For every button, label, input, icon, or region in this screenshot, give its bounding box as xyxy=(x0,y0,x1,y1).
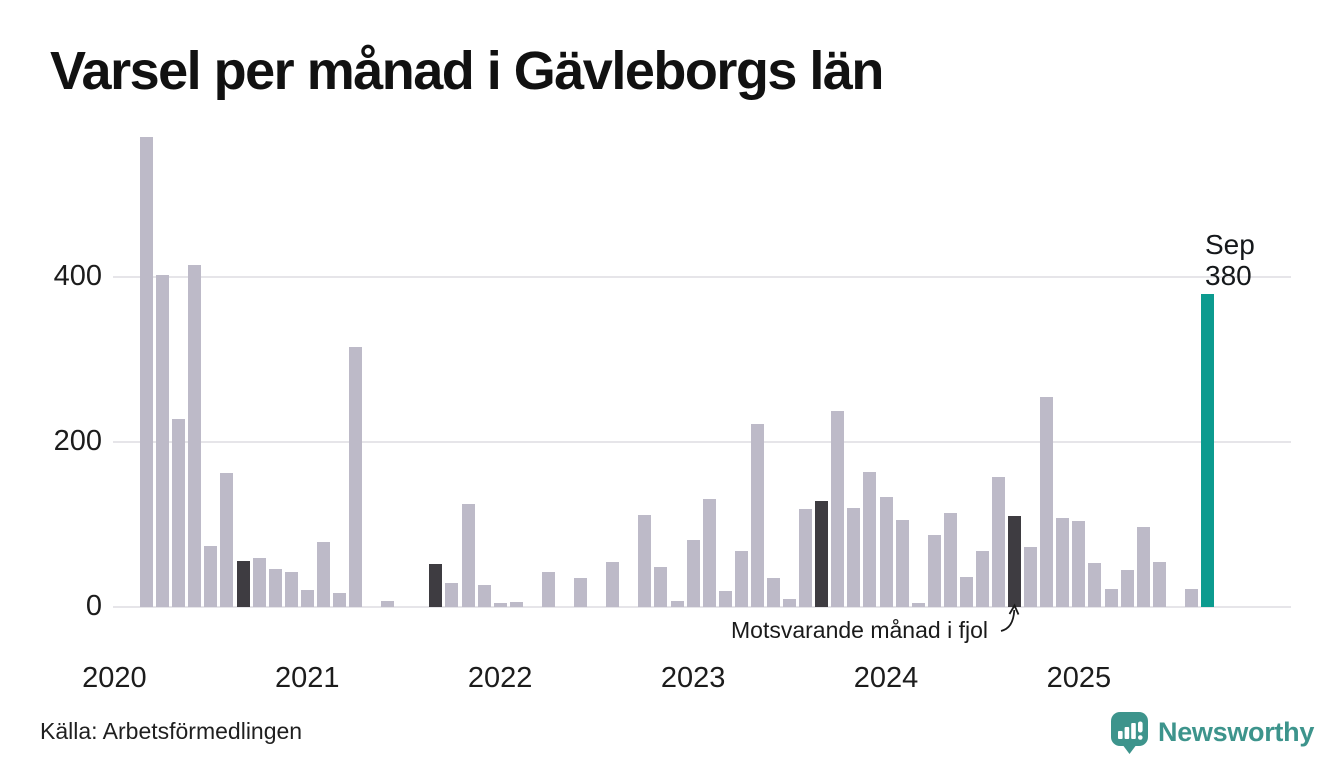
bar-2024-12 xyxy=(1056,517,1070,607)
bar-2025-09 xyxy=(1201,293,1214,607)
bar-2022-02 xyxy=(509,602,523,607)
bar-2023-04 xyxy=(734,550,748,607)
bar-2024-06 xyxy=(959,577,973,607)
bar-2020-04 xyxy=(156,274,170,607)
bar-2024-08 xyxy=(992,477,1006,607)
y-axis-tick-label: 0 xyxy=(85,590,102,622)
bar-2021-01 xyxy=(300,589,314,607)
bar-2024-10 xyxy=(1024,546,1038,607)
bar-2022-01 xyxy=(493,602,507,607)
bar-2022-12 xyxy=(670,601,684,607)
bar-2024-09 xyxy=(1008,516,1022,607)
gridline-y200 xyxy=(113,441,1291,443)
bar-2020-07 xyxy=(204,545,218,607)
bar-2024-03 xyxy=(911,602,925,607)
bar-2024-05 xyxy=(943,512,957,607)
bar-2023-12 xyxy=(863,471,877,607)
y-axis-tick-label: 400 xyxy=(53,260,102,292)
bar-2021-03 xyxy=(332,592,346,607)
bar-2023-01 xyxy=(686,540,700,607)
bar-2023-10 xyxy=(831,411,845,607)
newsworthy-logo-text: Newsworthy xyxy=(1158,717,1315,747)
bar-2022-10 xyxy=(638,514,652,607)
bar-2020-06 xyxy=(188,265,202,607)
bar-2024-01 xyxy=(879,497,893,607)
bar-2020-09 xyxy=(236,560,250,607)
x-axis-year-label: 2023 xyxy=(660,662,726,694)
bar-2021-12 xyxy=(477,584,491,607)
bar-2022-08 xyxy=(606,562,620,607)
bar-2023-03 xyxy=(718,591,732,607)
bar-2023-02 xyxy=(702,498,716,607)
gridline-y400 xyxy=(113,276,1291,278)
bar-2025-05 xyxy=(1136,526,1150,607)
current-month-name: Sep xyxy=(1205,229,1255,260)
x-axis-year-label: 2020 xyxy=(82,662,147,694)
newsworthy-logo: Newsworthy xyxy=(1110,711,1314,754)
bar-2022-11 xyxy=(654,566,668,607)
bar-2020-11 xyxy=(268,569,282,607)
bar-2025-01 xyxy=(1072,521,1086,607)
bar-2023-08 xyxy=(799,508,813,607)
bar-2021-04 xyxy=(349,347,363,607)
gridline-y0 xyxy=(113,606,1291,608)
bar-2020-03 xyxy=(140,136,154,607)
bar-2023-11 xyxy=(847,508,861,607)
bar-2024-07 xyxy=(975,550,989,607)
bar-2023-09 xyxy=(815,500,829,607)
source-caption: Källa: Arbetsförmedlingen xyxy=(40,718,303,744)
bar-2024-11 xyxy=(1040,396,1054,607)
bar-2025-08 xyxy=(1184,588,1198,607)
bar-2023-07 xyxy=(783,598,797,607)
bar-2025-03 xyxy=(1104,588,1118,607)
x-axis-year-label: 2025 xyxy=(1046,662,1112,694)
bar-2025-06 xyxy=(1152,562,1166,607)
bar-2024-04 xyxy=(927,535,941,607)
annotation-arrow-icon xyxy=(1000,603,1020,632)
bar-2020-10 xyxy=(252,557,266,607)
bar-2021-10 xyxy=(445,583,459,607)
bar-2021-09 xyxy=(429,564,443,607)
y-axis-tick-label: 200 xyxy=(53,425,102,457)
bar-2020-12 xyxy=(284,572,298,607)
current-month-label: Sep 380 xyxy=(1205,229,1255,291)
bar-2021-02 xyxy=(316,541,330,607)
bar-2021-06 xyxy=(381,601,395,607)
bar-2025-02 xyxy=(1088,563,1102,607)
x-axis-year-label: 2021 xyxy=(275,662,340,694)
bar-2023-06 xyxy=(766,578,780,607)
x-axis-year-label: 2024 xyxy=(853,662,919,694)
x-axis-year-label: 2022 xyxy=(467,662,533,694)
bar-2021-11 xyxy=(461,503,475,607)
bar-2025-04 xyxy=(1120,569,1134,607)
annotation-text: Motsvarande månad i fjol xyxy=(731,617,988,643)
bar-2022-06 xyxy=(574,578,588,607)
bar-2020-05 xyxy=(172,418,186,607)
bar-2023-05 xyxy=(750,423,764,607)
current-month-value: 380 xyxy=(1205,260,1252,291)
bar-2022-04 xyxy=(541,572,555,607)
bar-2024-02 xyxy=(895,520,909,607)
newsworthy-logo-icon xyxy=(1111,712,1148,754)
bar-2020-08 xyxy=(220,472,234,607)
chart-title: Varsel per månad i Gävleborgs län xyxy=(50,41,884,101)
